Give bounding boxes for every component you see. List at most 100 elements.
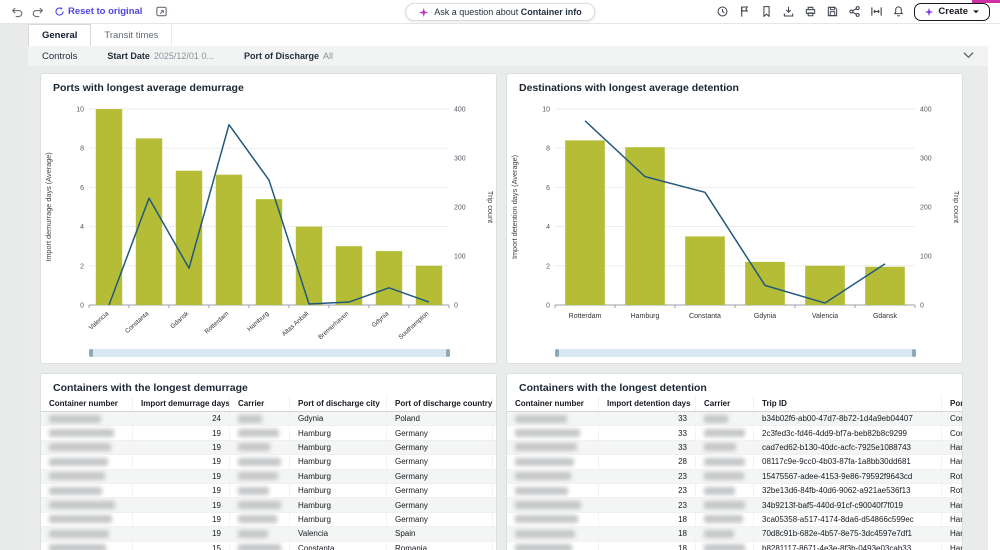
table-row[interactable]: 19 HamburgGermanyHamburg	[41, 469, 496, 484]
fit-width-icon[interactable]	[870, 5, 883, 18]
column-header[interactable]: Container number	[507, 395, 599, 411]
redacted-cell	[230, 541, 290, 550]
bar[interactable]	[255, 199, 283, 305]
table-cell: Hamburg	[942, 542, 962, 550]
table-cell: 23	[599, 469, 696, 483]
table-row[interactable]: 19 ValenciaSpainValencia	[41, 527, 496, 542]
table-row[interactable]: 24 GdyniaPolandGdynia	[41, 412, 496, 427]
filter-start-date[interactable]: Start Date 2025/12/01 0...	[107, 51, 214, 61]
table-row[interactable]: 19 HamburgGermanyHamburg	[41, 512, 496, 528]
table-row[interactable]: 19 HamburgGermanyHamburg	[41, 483, 496, 499]
column-header[interactable]: Import demurrage days	[133, 395, 230, 411]
column-header[interactable]: Trip ID	[754, 395, 942, 411]
table-row[interactable]: 33 cad7ed62-b130-40dc-acfc-7925e1088743 Ha…	[507, 440, 962, 456]
redacted-cell	[230, 483, 290, 498]
table-cell: 19	[133, 483, 230, 498]
bar[interactable]	[565, 140, 605, 305]
bar[interactable]	[625, 147, 665, 305]
table-cell: 23	[599, 483, 696, 498]
scrollbar-right-handle[interactable]	[912, 349, 916, 357]
tab-general[interactable]: General	[28, 24, 92, 46]
table-row[interactable]: 28 08117c9e-9cc0-4b03-87fa-1a8bb30dd681 Ha…	[507, 455, 962, 470]
chart-scrollbar[interactable]	[89, 349, 450, 357]
bar[interactable]	[745, 261, 785, 305]
scrollbar-left-handle[interactable]	[555, 349, 559, 357]
bar[interactable]	[215, 174, 243, 305]
redacted-cell	[507, 498, 599, 512]
table-cell: Hamburg	[290, 512, 387, 527]
create-label: Create	[938, 6, 968, 17]
scrollbar-left-handle[interactable]	[89, 349, 93, 357]
column-header[interactable]: Port of discharge country	[387, 395, 493, 411]
table-cell: Hamburg	[493, 484, 496, 497]
column-header[interactable]: Destination cit	[493, 395, 496, 411]
tab-transit-times[interactable]: Transit times	[91, 24, 173, 46]
filter-port-of-discharge[interactable]: Port of Discharge All	[243, 51, 333, 61]
column-header[interactable]: Port of discharge city	[290, 395, 387, 411]
bell-icon[interactable]	[892, 5, 905, 18]
table-cell: Hamburg	[493, 426, 496, 439]
svg-text:Gdansk: Gdansk	[169, 310, 191, 330]
table-row[interactable]: 18 3ca05358-a517-4174-8da6-d54866c599ec Ha…	[507, 512, 962, 528]
table-row[interactable]: 19 HamburgGermanyHamburg	[41, 498, 496, 513]
redacted-cell	[230, 498, 290, 512]
undo-icon[interactable]	[10, 5, 23, 18]
redacted-cell	[230, 440, 290, 455]
trip-count-line	[584, 120, 886, 304]
create-button[interactable]: Create	[914, 2, 990, 21]
bar[interactable]	[335, 246, 363, 305]
table-row[interactable]: 23 15475567-adee-4153-9e86-79592f9643cd Ro…	[507, 469, 962, 484]
column-header[interactable]: Port of discharg	[942, 395, 962, 411]
bar[interactable]	[295, 226, 323, 305]
table-cell: 19	[133, 426, 230, 440]
chart-scrollbar[interactable]	[555, 349, 916, 357]
reset-to-original-button[interactable]: Reset to original	[54, 6, 142, 17]
export-download-icon[interactable]	[782, 5, 795, 18]
table-title: Containers with the longest demurrage	[53, 382, 248, 394]
clock-icon[interactable]	[716, 5, 729, 18]
blurred-value	[515, 457, 574, 466]
redacted-cell	[41, 512, 133, 527]
table-cell: 32be13d6-84fb-40d6-9062-a921ae536f13	[754, 483, 942, 498]
svg-text:Rotterdam: Rotterdam	[569, 313, 602, 320]
blurred-value	[704, 429, 745, 438]
table-row[interactable]: 19 HamburgGermanyHamburg	[41, 440, 496, 456]
table-row[interactable]: 23 34b9213f-baf5-440d-91cf-c90040f7f019 Ha…	[507, 498, 962, 513]
bar[interactable]	[685, 236, 725, 305]
svg-text:Import demurrage days (Average: Import demurrage days (Average)	[44, 152, 53, 261]
ask-question-bar[interactable]: Ask a question about Container info	[405, 3, 595, 21]
table-row[interactable]: 18 70d8c91b-682e-4b57-8e75-3dc4597e7df1 Ha…	[507, 527, 962, 542]
table-row[interactable]: 19 HamburgGermanyHamburg	[41, 455, 496, 470]
table-cell: Hamburg	[493, 498, 496, 511]
redacted-cell	[696, 498, 754, 512]
table-row[interactable]: 33 b34b02f6-ab00-47d7-8b72-1d4a9eb04407 Co…	[507, 412, 962, 427]
redacted-cell	[41, 498, 133, 512]
column-header[interactable]: Container number	[41, 395, 133, 411]
blurred-value	[49, 529, 109, 538]
table-row[interactable]: 19 HamburgGermanyHamburg	[41, 426, 496, 441]
column-header[interactable]: Import detention days	[599, 395, 696, 411]
blurred-value	[49, 443, 111, 452]
collapse-controls-chevron-icon[interactable]	[963, 51, 974, 61]
table-row[interactable]: 23 32be13d6-84fb-40d6-9062-a921ae536f13 Ro…	[507, 483, 962, 499]
presentation-icon[interactable]	[155, 5, 168, 18]
bar[interactable]	[95, 109, 123, 305]
table-row[interactable]: 18 b8281117-8671-4e3e-8f3b-0493e03cab33 Ha…	[507, 541, 962, 550]
alerts-flag-icon[interactable]	[738, 5, 751, 18]
bookmark-icon[interactable]	[760, 5, 773, 18]
table-row[interactable]: 15 ConstantaRomaniaConstanta	[41, 541, 496, 550]
column-header[interactable]: Carrier	[230, 395, 290, 411]
blurred-value	[49, 414, 101, 423]
bar[interactable]	[375, 251, 403, 305]
share-icon[interactable]	[848, 5, 861, 18]
scrollbar-right-handle[interactable]	[446, 349, 450, 357]
save-icon[interactable]	[826, 5, 839, 18]
redo-icon[interactable]	[32, 5, 45, 18]
print-icon[interactable]	[804, 5, 817, 18]
svg-text:400: 400	[920, 107, 932, 114]
column-header[interactable]: Carrier	[696, 395, 754, 411]
table-row[interactable]: 33 2c3fed3c-fd46-4dd9-bf7a-beb82b8c9299 Co…	[507, 426, 962, 441]
